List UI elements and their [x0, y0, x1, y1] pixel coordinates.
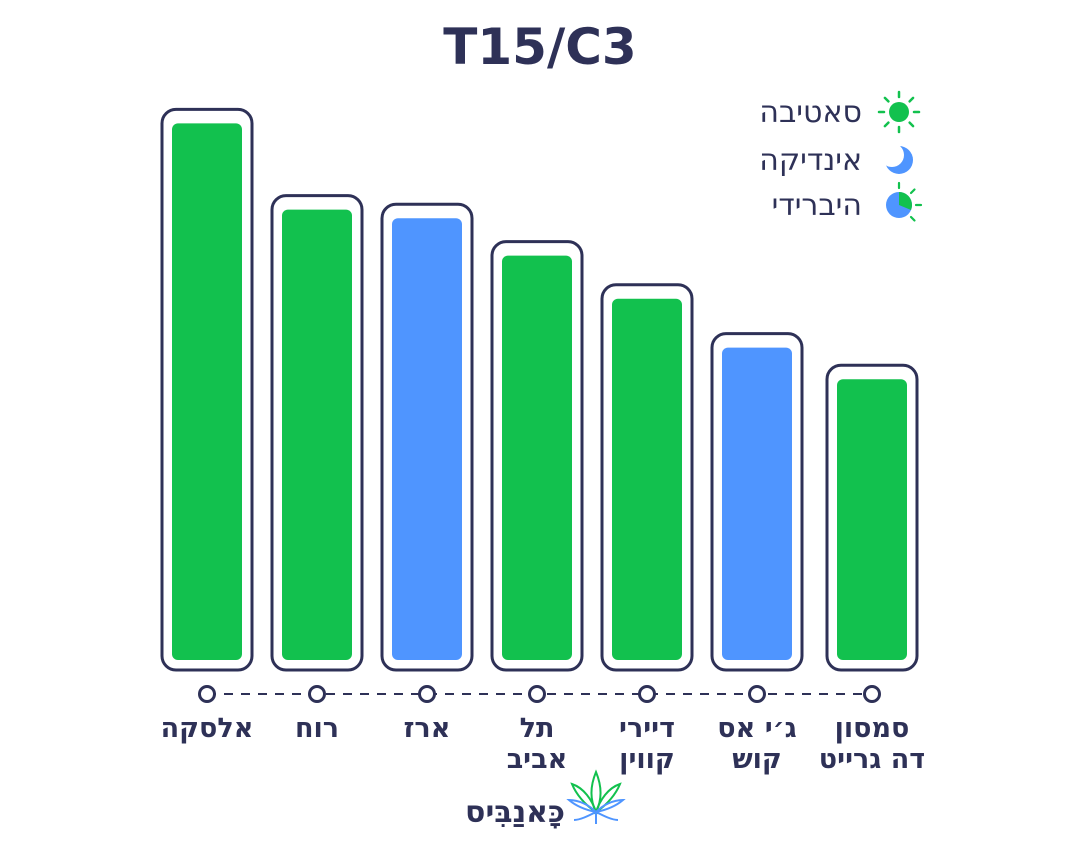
- category-label-6: סמסון דה גרייט: [819, 713, 925, 775]
- bar-sativa-4: [612, 298, 682, 660]
- category-label-0: אלסקה: [161, 713, 254, 744]
- legend-item-sativa: סאטיבה: [759, 90, 921, 134]
- axis-marker-1: [308, 685, 326, 703]
- category-label-line: תל: [520, 713, 555, 744]
- legend-label-indica: אינדיקה: [759, 143, 862, 178]
- axis-marker-4: [638, 685, 656, 703]
- moon-icon: [880, 143, 913, 174]
- category-label-line: ג׳י אס: [717, 713, 796, 744]
- bar-indica-5: [722, 347, 792, 660]
- axis-marker-5: [748, 685, 766, 703]
- bar-sativa-3: [502, 255, 572, 660]
- category-label-line: רוח: [295, 713, 339, 744]
- legend-label-sativa: סאטיבה: [759, 95, 862, 130]
- logo-text: כָּאנַבִּיס: [465, 795, 565, 830]
- cannabis-leaf-icon: [566, 769, 626, 824]
- category-label-line: קוש: [732, 744, 782, 775]
- category-label-line: אביב: [507, 744, 568, 775]
- category-label-2: ארז: [404, 713, 451, 744]
- axis-marker-6: [863, 685, 881, 703]
- x-axis: [198, 685, 881, 703]
- legend-label-hybrid: היברידי: [772, 188, 862, 223]
- axis-marker-3: [528, 685, 546, 703]
- category-label-line: ארז: [404, 713, 451, 744]
- category-label-4: דיירי קווין: [619, 713, 675, 775]
- category-label-line: אלסקה: [161, 713, 254, 744]
- sun-icon: [877, 90, 921, 134]
- category-label-1: רוח: [295, 713, 339, 744]
- category-label-line: קווין: [619, 744, 675, 775]
- axis-marker-0: [198, 685, 216, 703]
- legend: סאטיבה אינדיקה היברידי: [759, 90, 923, 223]
- category-labels: אלסקה רוח ארז תל אביב דיירי קווין ג׳י אס קוש סמסו…: [161, 713, 926, 775]
- axis-marker-2: [418, 685, 436, 703]
- bars-group: [160, 107, 919, 672]
- axis-markers: [198, 685, 881, 703]
- category-label-3: תל אביב: [507, 713, 568, 775]
- bar-sativa-0: [172, 123, 242, 660]
- bar-sativa-6: [837, 379, 907, 660]
- chart-title: T15/C3: [443, 18, 636, 76]
- category-label-line: סמסון: [835, 713, 910, 744]
- legend-item-indica: אינדיקה: [759, 143, 913, 178]
- hybrid-icon: [886, 181, 923, 222]
- legend-item-hybrid: היברידי: [772, 181, 923, 223]
- bar-sativa-1: [282, 209, 352, 660]
- bar-indica-2: [392, 218, 462, 660]
- category-label-5: ג׳י אס קוש: [717, 713, 796, 775]
- category-label-line: דיירי: [619, 713, 675, 744]
- category-label-line: דה גרייט: [819, 744, 925, 775]
- logo: כָּאנַבִּיס: [465, 769, 626, 830]
